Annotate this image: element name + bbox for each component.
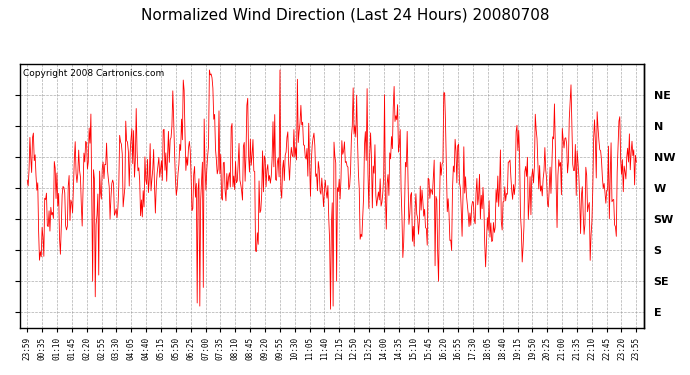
Text: Copyright 2008 Cartronics.com: Copyright 2008 Cartronics.com: [23, 69, 164, 78]
Text: Normalized Wind Direction (Last 24 Hours) 20080708: Normalized Wind Direction (Last 24 Hours…: [141, 8, 549, 22]
